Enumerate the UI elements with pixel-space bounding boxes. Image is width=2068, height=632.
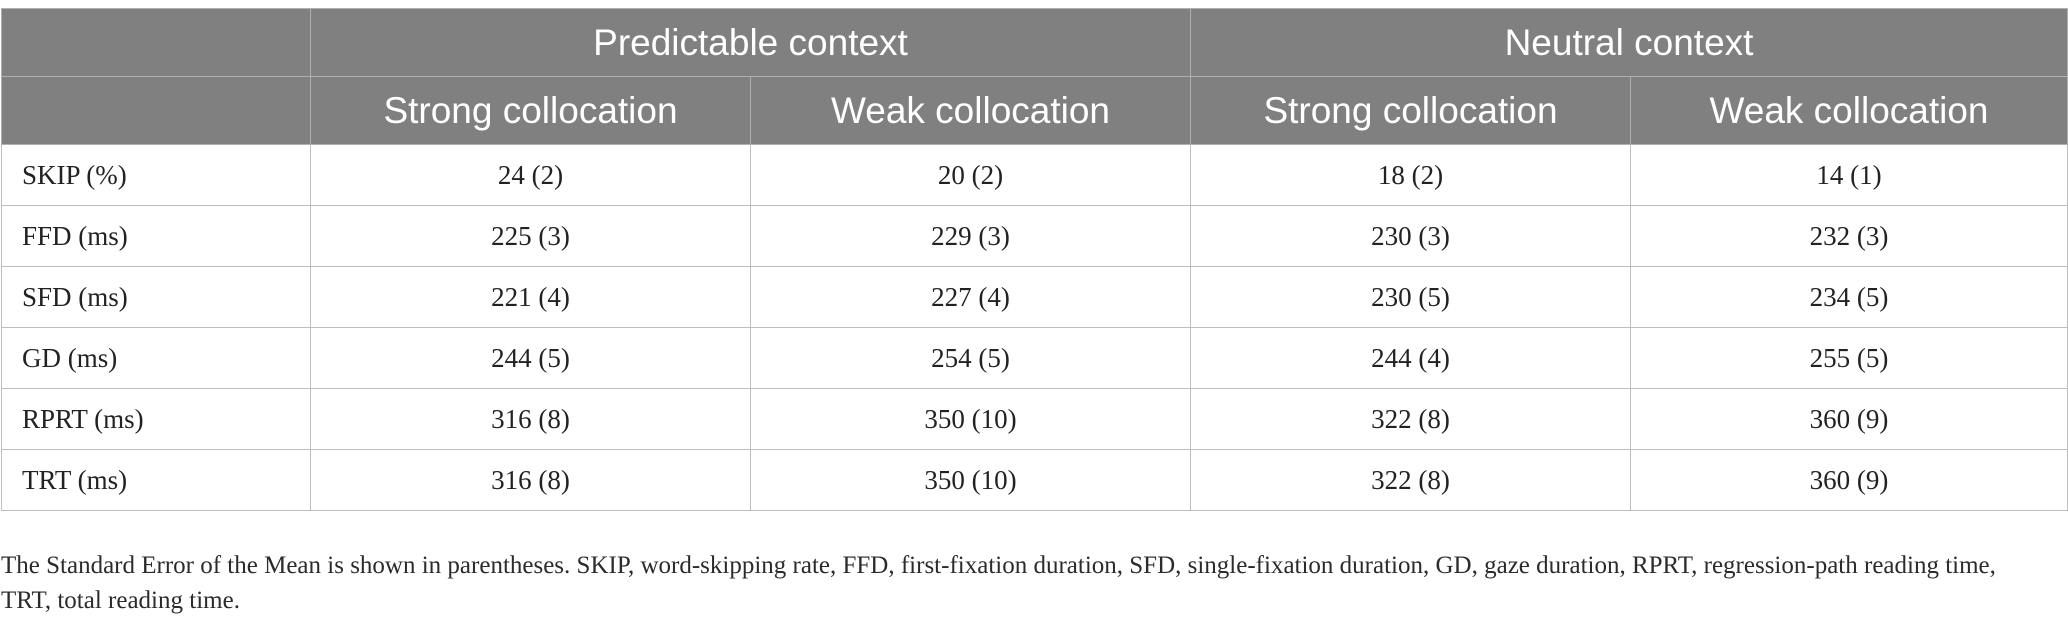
row-label: RPRT (ms) bbox=[1, 388, 311, 450]
table-cell: 244 (5) bbox=[310, 327, 751, 389]
table-cell: 20 (2) bbox=[750, 144, 1191, 206]
table-cell: 234 (5) bbox=[1629, 266, 2068, 328]
table-row: SKIP (%) 24 (2) 20 (2) 18 (2) 14 (1) bbox=[1, 144, 2068, 206]
subheader-predictable-strong: Strong collocation bbox=[310, 76, 751, 145]
table-footnote: The Standard Error of the Mean is shown … bbox=[1, 552, 1996, 614]
row-label: FFD (ms) bbox=[1, 205, 311, 267]
table-cell: 227 (4) bbox=[750, 266, 1191, 328]
table-row: GD (ms) 244 (5) 254 (5) 244 (4) 255 (5) bbox=[1, 327, 2068, 389]
table-cell: 254 (5) bbox=[750, 327, 1191, 389]
table-row: FFD (ms) 225 (3) 229 (3) 230 (3) 232 (3) bbox=[1, 205, 2068, 267]
table-row: SFD (ms) 221 (4) 227 (4) 230 (5) 234 (5) bbox=[1, 266, 2068, 328]
table-cell: 350 (10) bbox=[750, 388, 1191, 450]
results-table: Predictable context Neutral context Stro… bbox=[1, 8, 2068, 511]
subheader-neutral-weak: Weak collocation bbox=[1629, 76, 2068, 145]
table-cell: 244 (4) bbox=[1190, 327, 1631, 389]
row-label: TRT (ms) bbox=[1, 449, 311, 511]
table-cell: 221 (4) bbox=[310, 266, 751, 328]
table-cell: 24 (2) bbox=[310, 144, 751, 206]
table-row: RPRT (ms) 316 (8) 350 (10) 322 (8) 360 (… bbox=[1, 388, 2068, 450]
row-label: GD (ms) bbox=[1, 327, 311, 389]
header-predictable-context: Predictable context bbox=[310, 8, 1191, 77]
row-label: SKIP (%) bbox=[1, 144, 311, 206]
table-cell: 14 (1) bbox=[1629, 144, 2068, 206]
table-row: TRT (ms) 316 (8) 350 (10) 322 (8) 360 (9… bbox=[1, 449, 2068, 511]
table-cell: 360 (9) bbox=[1629, 449, 2068, 511]
table-cell: 255 (5) bbox=[1629, 327, 2068, 389]
subheader-neutral-strong: Strong collocation bbox=[1190, 76, 1631, 145]
subheader-corner bbox=[1, 76, 311, 145]
table-cell: 360 (9) bbox=[1629, 388, 2068, 450]
table-cell: 230 (5) bbox=[1190, 266, 1631, 328]
table-cell: 230 (3) bbox=[1190, 205, 1631, 267]
table-cell: 322 (8) bbox=[1190, 449, 1631, 511]
table-cell: 18 (2) bbox=[1190, 144, 1631, 206]
table-cell: 316 (8) bbox=[310, 388, 751, 450]
table-cell: 232 (3) bbox=[1629, 205, 2068, 267]
subheader-predictable-weak: Weak collocation bbox=[750, 76, 1191, 145]
subheader-row: Strong collocation Weak collocation Stro… bbox=[1, 76, 2068, 145]
header-group-row: Predictable context Neutral context bbox=[1, 8, 2068, 77]
table-cell: 225 (3) bbox=[310, 205, 751, 267]
table-cell: 229 (3) bbox=[750, 205, 1191, 267]
results-table-container: Predictable context Neutral context Stro… bbox=[0, 8, 2068, 511]
table-cell: 322 (8) bbox=[1190, 388, 1631, 450]
table-cell: 350 (10) bbox=[750, 449, 1191, 511]
header-corner bbox=[1, 8, 311, 77]
table-cell: 316 (8) bbox=[310, 449, 751, 511]
header-neutral-context: Neutral context bbox=[1189, 8, 2068, 77]
row-label: SFD (ms) bbox=[1, 266, 311, 328]
